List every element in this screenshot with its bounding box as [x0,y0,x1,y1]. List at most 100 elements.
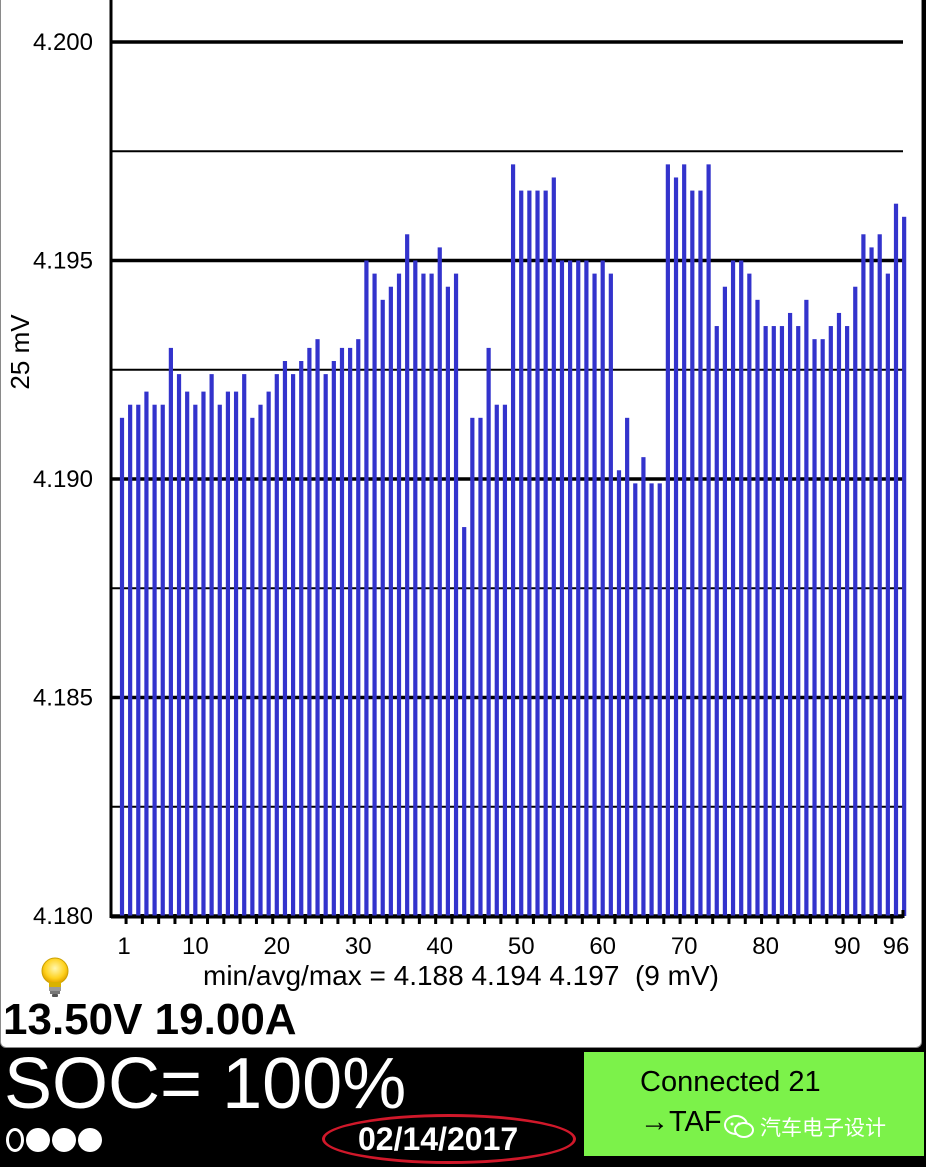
data-bar [168,347,173,916]
soc-readout: SOC= 100% [4,1044,407,1124]
data-bar [796,326,801,916]
data-bar [152,404,157,916]
data-bar [836,312,842,916]
chart-panel: 4.200 4.195 4.190 4.185 4.180 1 10 20 30 40 50 60 70… [0,0,922,1048]
data-bar [747,273,752,916]
data-bar [673,177,679,917]
page-dot[interactable] [78,1128,102,1152]
data-bar [559,260,565,916]
data-bar [429,273,434,916]
page-dot-hollow[interactable] [6,1128,24,1152]
data-bar [845,326,850,916]
data-bar [714,326,719,916]
data-bar [641,457,646,916]
data-bar [592,273,597,916]
y-tick-label: 4.180 [33,903,93,930]
data-bar [233,391,239,917]
data-bar [804,299,809,917]
data-bar [902,216,907,917]
x-tick-label: 10 [182,933,209,960]
x-tick-label: 1 [117,933,130,960]
data-bar [739,260,744,916]
data-bar [779,326,785,916]
data-bar [568,260,573,916]
data-bar [730,260,736,916]
data-bar [364,260,369,916]
y-tick-label: 4.185 [33,685,93,712]
x-tick-label: 90 [834,933,861,960]
connection-target-text: →TAF [640,1106,722,1138]
data-bar [282,361,288,916]
data-bar [290,374,296,916]
data-bar [698,190,703,916]
connection-status-button[interactable]: Connected 21 →TAF [584,1052,924,1156]
data-bar [185,391,190,917]
x-tick-label: 40 [426,933,453,960]
data-bar [421,273,426,916]
y-tick-label: 4.190 [33,466,93,493]
lightbulb-icon[interactable] [37,956,73,998]
data-bar [323,374,328,916]
y-tick-label: 4.195 [33,248,93,275]
data-bar [225,391,231,917]
data-bar [510,164,516,917]
data-bar [625,417,630,916]
data-bar [453,273,459,916]
data-bar [535,190,540,916]
data-bar [136,404,141,916]
page-dot[interactable] [52,1128,76,1152]
data-bar [372,273,377,916]
date-label: 02/14/2017 [358,1121,519,1157]
data-bar [861,234,866,916]
data-bar [217,404,222,916]
data-bar [722,286,728,917]
data-bar [502,404,508,916]
data-bar [755,299,760,917]
watermark: 汽车电子设计 [724,1110,886,1144]
x-tick-label: 20 [263,933,290,960]
data-bar [462,527,467,916]
data-bar [665,164,670,917]
data-bar [519,190,524,916]
data-bar [877,234,882,916]
page-indicator[interactable] [6,1126,102,1154]
data-bar [486,347,491,916]
data-bar [315,339,320,916]
data-bar [250,417,255,916]
data-bar [193,404,198,916]
data-bar [853,286,858,917]
data-bar [274,374,279,916]
data-bar [657,483,662,916]
data-bar [470,417,475,916]
data-bar [242,374,247,916]
data-bar [584,260,589,916]
data-bar [380,299,385,917]
data-bar [576,260,581,916]
page-dot[interactable] [26,1128,50,1152]
data-bar [616,470,622,916]
data-bar [413,260,418,916]
data-bar [396,273,402,916]
data-bar [820,339,825,916]
date-highlight-circle [322,1114,576,1164]
data-bar [209,374,214,916]
data-bar [437,247,442,916]
data-bar [527,190,532,916]
data-bar [763,326,768,916]
y-tick-label: 4.200 [33,29,93,56]
chat-bubble-icon [724,1115,754,1138]
data-bar [682,164,687,917]
x-tick-label: 60 [589,933,616,960]
data-bar [706,164,711,917]
x-tick-label: 80 [752,933,779,960]
data-bar [494,404,499,916]
watermark-text: 汽车电子设计 [760,1117,886,1140]
data-bar [787,312,793,916]
data-bar [299,361,304,916]
data-bar [885,273,890,916]
min-avg-max-stats: min/avg/max = 4.188 4.194 4.197 (9 mV) [203,960,719,991]
connection-status-text: Connected 21 [640,1066,821,1098]
data-bar [812,339,817,916]
data-bar [771,326,776,916]
data-bar [201,391,206,917]
